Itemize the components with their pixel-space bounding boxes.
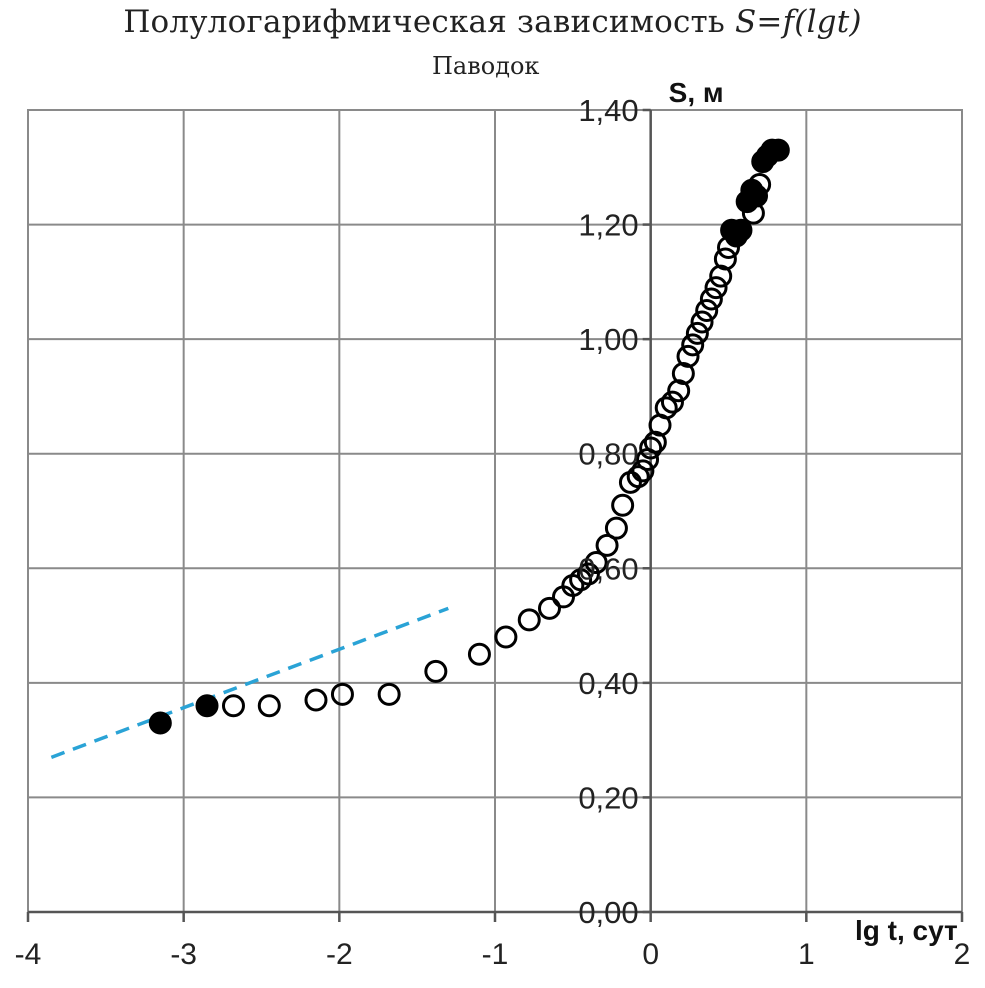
y-tick-label: 0,80 bbox=[578, 437, 638, 472]
data-point-open bbox=[377, 682, 401, 706]
x-tick-label: 1 bbox=[798, 938, 815, 971]
y-tick-label: 0,00 bbox=[578, 895, 638, 930]
y-tick-label: 0,20 bbox=[578, 780, 638, 815]
trendline bbox=[50, 606, 449, 759]
chart-title-formula: S=f(lgt) bbox=[734, 4, 862, 40]
data-point-open bbox=[639, 436, 663, 460]
data-point-open bbox=[517, 608, 541, 632]
data-point-open bbox=[631, 459, 655, 483]
trendline-layer bbox=[50, 606, 449, 759]
data-point-open bbox=[748, 172, 772, 196]
data-point-open bbox=[537, 596, 561, 620]
data-point-open bbox=[676, 344, 700, 368]
chart-title: Полулогарифмическая зависимость S=f(lgt) bbox=[0, 4, 985, 40]
data-point-open bbox=[604, 516, 628, 540]
data-point-open bbox=[654, 396, 678, 420]
y-axis-title: S, м bbox=[669, 77, 724, 108]
data-point-open bbox=[717, 235, 740, 259]
data-point-open bbox=[695, 299, 719, 322]
tick-labels: -4 -3 -2 -1 0 1 2 0,00 0,20 0,40 0,60 0,80 1,00 1,20 1… bbox=[15, 77, 971, 971]
data-point-filled bbox=[148, 711, 172, 735]
data-point-open bbox=[741, 201, 765, 225]
data-point-open bbox=[690, 310, 714, 334]
data-point-open bbox=[626, 465, 650, 489]
grid-lines bbox=[27, 109, 963, 913]
data-point-filled bbox=[195, 694, 219, 718]
data-point-open bbox=[699, 287, 723, 311]
y-tick-label: 1,20 bbox=[578, 208, 638, 243]
data-point-filled bbox=[729, 218, 753, 242]
data-point-open bbox=[704, 276, 728, 300]
y-tick-label: 1,00 bbox=[578, 322, 638, 357]
data-point-open bbox=[257, 694, 281, 718]
y-tick-label: 0,40 bbox=[578, 666, 638, 701]
chart-title-text: Полулогарифмическая зависимость bbox=[123, 4, 735, 40]
data-point-open bbox=[576, 562, 600, 586]
x-tick-label: -2 bbox=[326, 938, 353, 971]
data-point-open bbox=[584, 551, 608, 575]
data-point-open bbox=[304, 688, 328, 712]
data-point-open bbox=[681, 333, 705, 357]
y-tick-label: 0,60 bbox=[578, 551, 638, 586]
axes bbox=[26, 108, 964, 922]
data-point-open bbox=[685, 321, 709, 345]
chart-subtitle: Паводок bbox=[432, 52, 540, 80]
data-point-open bbox=[660, 390, 684, 414]
x-tick-label: -3 bbox=[170, 938, 197, 971]
x-tick-label: 0 bbox=[642, 938, 659, 971]
data-point-open bbox=[611, 493, 635, 517]
data-point-open bbox=[595, 533, 619, 557]
data-point-open bbox=[713, 247, 737, 271]
data-point-open bbox=[424, 659, 448, 683]
data-point-open bbox=[494, 625, 518, 649]
data-point-open bbox=[330, 682, 354, 706]
data-point-open bbox=[221, 694, 245, 718]
y-tick-label: 1,40 bbox=[578, 93, 638, 128]
data-point-open bbox=[467, 642, 491, 666]
data-point-filled bbox=[766, 138, 790, 162]
points-layer bbox=[148, 138, 790, 735]
x-axis-title: lg t, сут bbox=[855, 915, 958, 946]
x-tick-label: 2 bbox=[954, 938, 971, 971]
x-tick-label: -4 bbox=[15, 938, 42, 971]
x-tick-label: -1 bbox=[482, 938, 509, 971]
